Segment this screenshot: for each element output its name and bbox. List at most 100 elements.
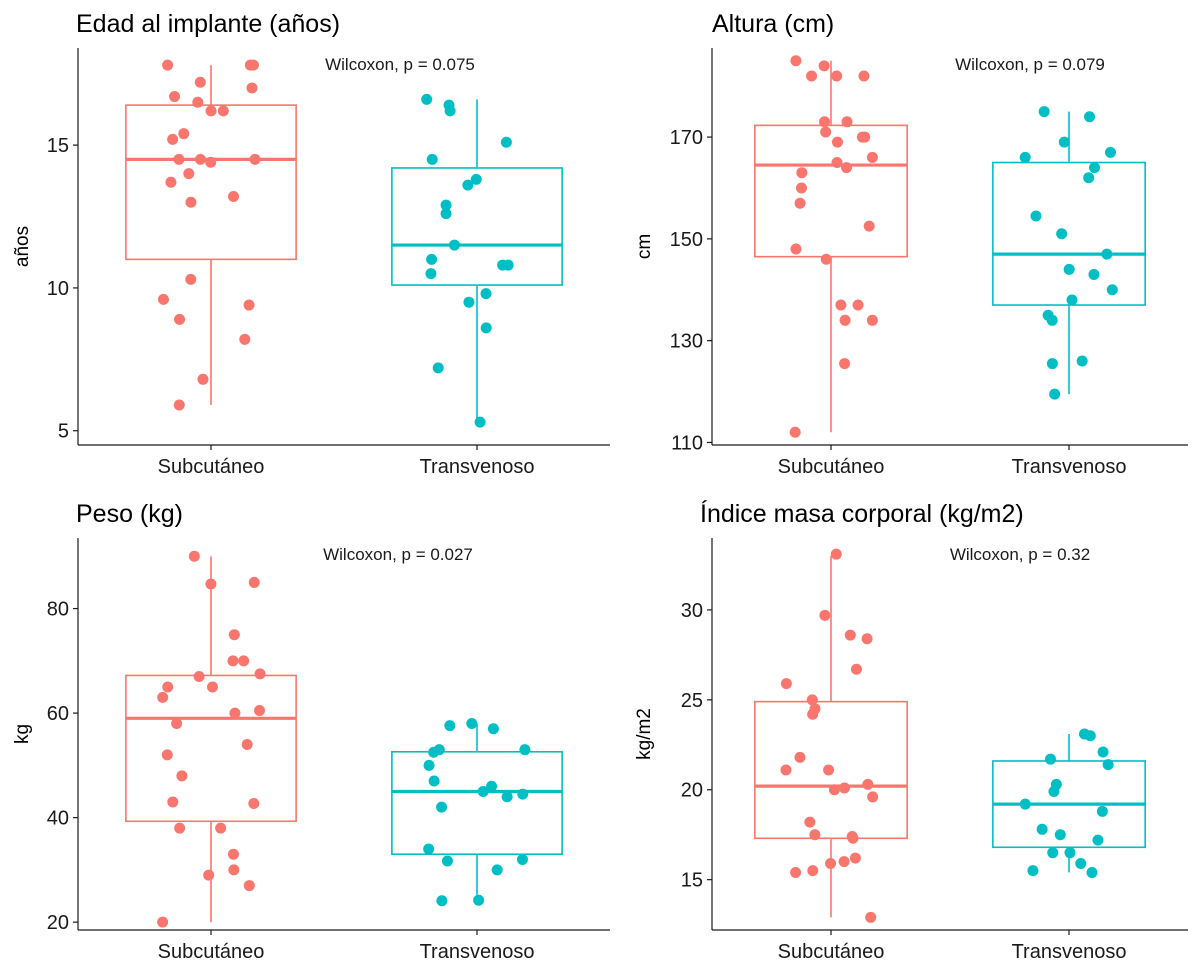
data-point	[248, 576, 260, 588]
data-point	[823, 764, 835, 776]
iqr-box	[754, 124, 908, 258]
data-point	[1096, 805, 1108, 817]
data-point	[487, 723, 499, 735]
y-tick-label: 20	[47, 912, 69, 934]
box-subcutáneo	[754, 55, 908, 438]
data-point	[162, 681, 174, 693]
y-axis-title: años	[12, 226, 33, 267]
data-point	[197, 373, 209, 385]
data-point	[1048, 786, 1060, 798]
data-point	[215, 822, 227, 834]
data-point	[480, 288, 492, 300]
x-category-label: Transvenoso	[420, 456, 535, 478]
data-point	[425, 268, 437, 280]
data-point	[473, 894, 485, 906]
y-tick-label: 20	[681, 780, 703, 802]
data-point	[1084, 111, 1096, 123]
y-tick-label: 15	[681, 870, 703, 892]
data-point	[1044, 753, 1056, 765]
data-point	[174, 313, 186, 325]
data-point	[441, 855, 453, 867]
data-point	[188, 550, 200, 562]
data-point	[1063, 263, 1075, 275]
data-point	[248, 798, 260, 810]
data-point	[519, 744, 531, 756]
data-point	[229, 707, 241, 719]
x-category-label: Transvenoso	[1012, 941, 1127, 963]
data-point	[228, 864, 240, 876]
data-point	[838, 782, 850, 794]
data-point	[847, 832, 859, 844]
data-point	[167, 796, 179, 808]
data-point	[840, 162, 852, 174]
chart-panel-1: Edad al implante (años) Wilcoxon, p = 0.0…	[12, 10, 610, 478]
iqr-box	[391, 750, 563, 856]
chart-title: Peso (kg)	[76, 500, 183, 528]
data-point	[1019, 151, 1031, 163]
data-point	[1064, 847, 1076, 859]
data-point	[165, 176, 177, 188]
iqr-box	[125, 104, 297, 261]
data-point	[825, 857, 837, 869]
data-point	[1056, 228, 1068, 240]
data-point	[819, 609, 831, 621]
data-point	[867, 791, 879, 803]
data-point	[243, 880, 255, 892]
y-axis-title: kg/m2	[634, 708, 655, 760]
data-point	[1046, 314, 1058, 326]
data-point	[1102, 759, 1114, 771]
data-point	[238, 655, 250, 667]
data-point	[444, 105, 456, 117]
data-point	[192, 96, 204, 108]
x-category-label: Subcutáneo	[158, 941, 265, 963]
data-point	[194, 153, 206, 165]
x-category-label: Subcutáneo	[778, 941, 885, 963]
data-point	[862, 778, 874, 790]
data-point	[517, 788, 529, 800]
data-point	[850, 663, 862, 675]
data-point	[831, 157, 843, 169]
data-point	[859, 131, 871, 143]
data-point	[852, 299, 864, 311]
data-point	[466, 718, 478, 730]
data-point	[247, 59, 259, 71]
y-axis-title: kg	[12, 724, 33, 744]
data-point	[796, 167, 808, 179]
data-point	[1038, 106, 1050, 118]
data-point	[203, 869, 215, 881]
data-point	[794, 751, 806, 763]
data-point	[849, 852, 861, 864]
data-point	[790, 866, 802, 878]
data-point	[157, 691, 169, 703]
data-point	[462, 179, 474, 191]
data-point	[806, 70, 818, 82]
data-point	[830, 548, 842, 560]
data-point	[835, 299, 847, 311]
data-point	[838, 856, 850, 868]
data-point	[440, 208, 452, 220]
data-point	[246, 82, 258, 94]
data-point	[1049, 388, 1061, 400]
data-point	[780, 764, 792, 776]
data-point	[1066, 294, 1078, 306]
data-point	[227, 655, 239, 667]
data-point	[500, 136, 512, 148]
box-transvenoso	[992, 728, 1146, 878]
data-point	[249, 153, 261, 165]
data-point	[866, 151, 878, 163]
box-transvenoso	[391, 718, 563, 907]
data-point	[173, 153, 185, 165]
data-point	[193, 671, 205, 683]
data-point	[501, 791, 513, 803]
data-point	[205, 156, 217, 168]
data-point	[171, 718, 183, 730]
y-tick-label: 10	[47, 278, 69, 300]
chart-title: Índice masa corporal (kg/m2)	[700, 499, 1024, 528]
iqr-box	[754, 700, 908, 840]
y-tick-label: 15	[47, 135, 69, 157]
data-point	[865, 911, 877, 923]
y-tick-label: 110	[671, 432, 703, 454]
x-category-label: Transvenoso	[1012, 456, 1127, 478]
data-point	[1101, 248, 1113, 260]
x-category-label: Subcutáneo	[778, 456, 885, 478]
